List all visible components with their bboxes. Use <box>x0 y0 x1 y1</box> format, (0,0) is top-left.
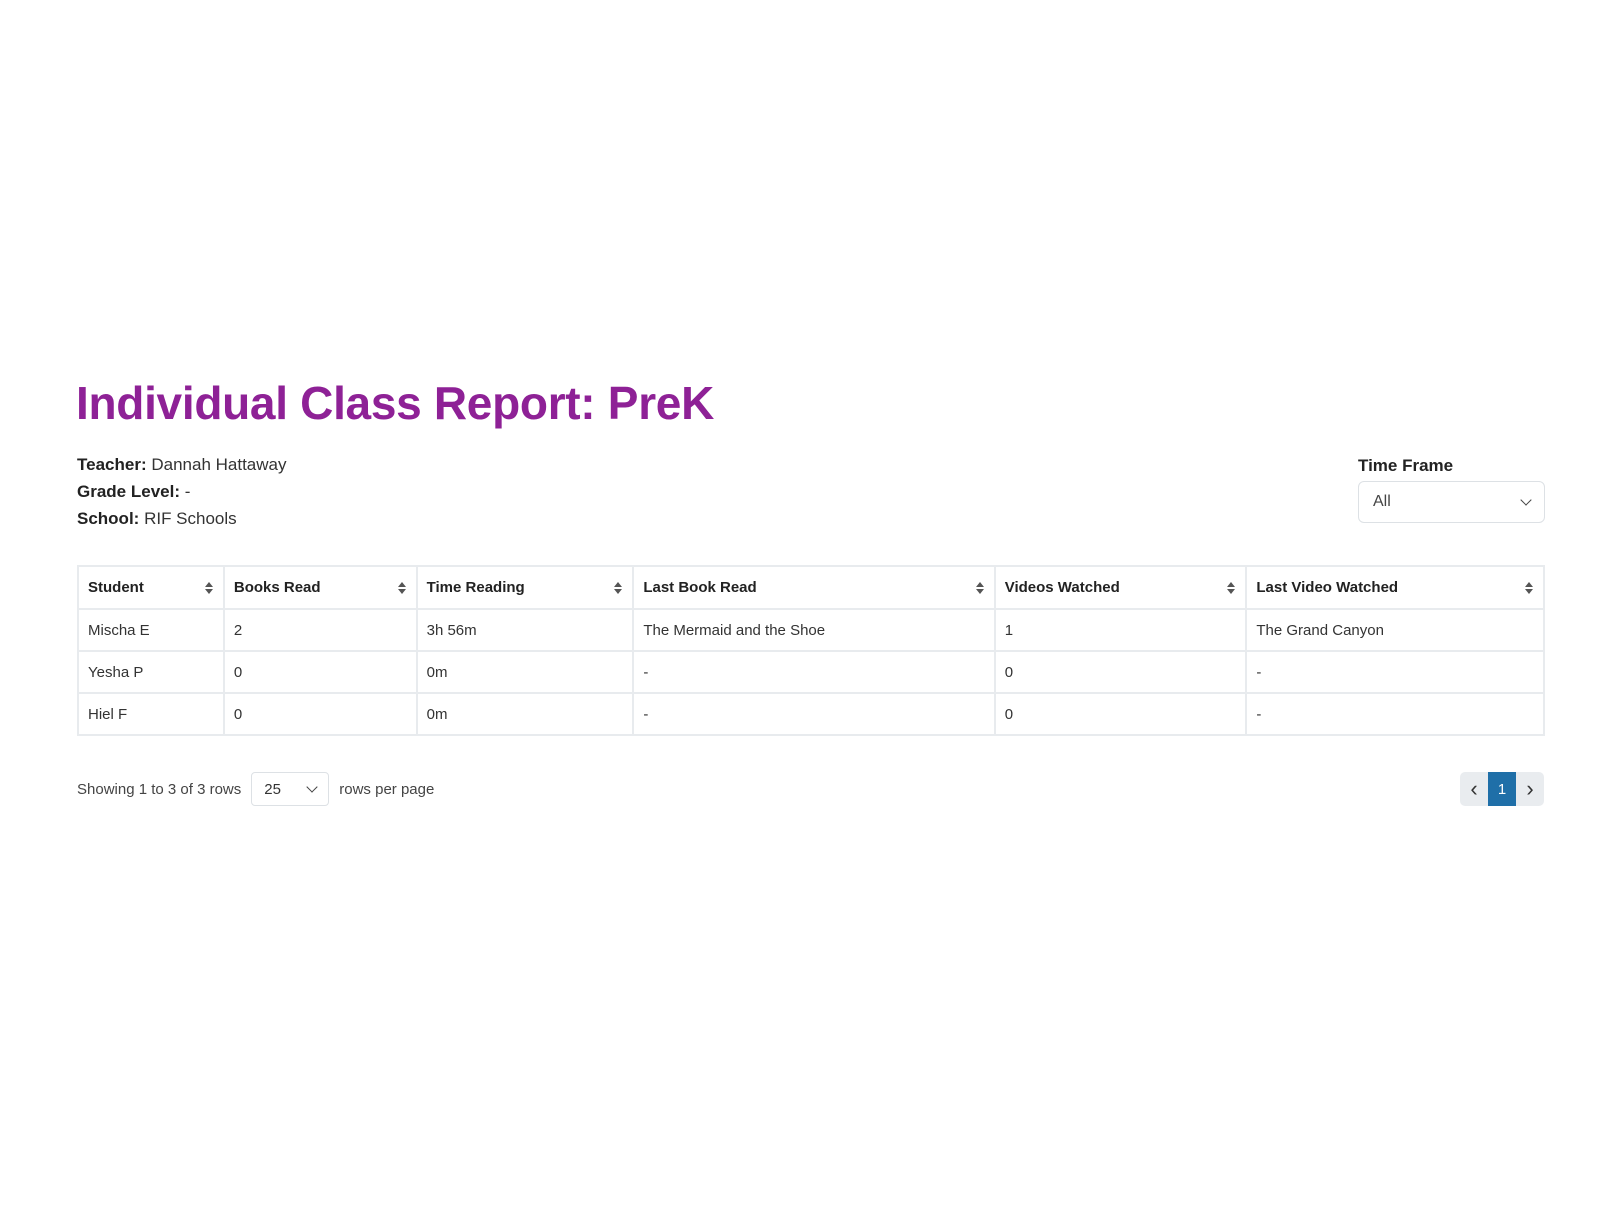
sort-icon[interactable] <box>204 581 214 594</box>
page-size-select[interactable]: 25 <box>251 772 330 806</box>
next-page-button[interactable]: › <box>1526 776 1534 801</box>
column-header[interactable]: Time Reading <box>415 565 635 610</box>
sort-up-icon <box>1227 581 1236 587</box>
sort-up-icon <box>204 581 213 587</box>
table-footer: Showing 1 to 3 of 3 rows 25 rows per pag… <box>77 772 434 806</box>
chevron-down-icon <box>1520 494 1532 506</box>
table-row: Mischa E 2 3h 56m The Mermaid and the Shoe 1… <box>77 608 1545 652</box>
table-cell: - <box>632 650 996 694</box>
table-cell: 2 <box>222 608 418 652</box>
table-cell: - <box>1245 650 1545 694</box>
grade-level: - <box>184 482 191 501</box>
table-cell: 0m <box>415 692 635 736</box>
showing-rows-text: Showing 1 to 3 of 3 rows <box>77 780 242 798</box>
report-table: Student Books Read Time Reading Last Book R… <box>77 565 1545 736</box>
table-cell: 0m <box>415 650 635 694</box>
table-cell: 0 <box>993 650 1248 694</box>
sort-up-icon <box>975 581 984 587</box>
sort-icon[interactable] <box>1524 581 1534 594</box>
column-header[interactable]: Last Video Watched <box>1245 565 1545 610</box>
sort-icon[interactable] <box>613 581 623 594</box>
column-header[interactable]: Student <box>77 565 225 610</box>
teacher-line: Teacher: Dannah Hattaway <box>77 455 287 474</box>
table-cell: 0 <box>993 692 1248 736</box>
sort-down-icon <box>397 588 406 594</box>
rows-per-page-label: rows per page <box>339 780 435 798</box>
sort-down-icon <box>204 588 213 594</box>
sort-down-icon <box>1227 588 1236 594</box>
sort-icon[interactable] <box>397 581 407 594</box>
table-cell: 0 <box>222 692 418 736</box>
page-title: Individual Class Report: PreK <box>76 377 714 429</box>
teacher-name: Dannah Hattaway <box>151 455 287 474</box>
column-header[interactable]: Books Read <box>222 565 418 610</box>
table-row: Hiel F 0 0m -0- <box>77 692 1545 736</box>
sort-up-icon <box>614 581 623 587</box>
sort-up-icon <box>397 581 406 587</box>
school-line: School: RIF Schools <box>77 509 237 528</box>
sort-up-icon <box>1525 581 1533 587</box>
column-header[interactable]: Videos Watched <box>993 565 1248 610</box>
class-info: Teacher: Dannah Hattaway Grade Level: - … <box>77 451 286 532</box>
chevron-down-icon <box>306 781 318 793</box>
table-cell: - <box>632 692 996 736</box>
sort-down-icon <box>614 588 623 594</box>
sort-icon[interactable] <box>1226 581 1236 594</box>
prev-page-button[interactable]: ‹ <box>1470 776 1478 801</box>
grade-line: Grade Level: - <box>77 482 191 501</box>
time-frame-label: Time Frame <box>1358 456 1454 475</box>
sort-down-icon <box>975 588 984 594</box>
table-cell: Yesha P <box>77 650 225 694</box>
table-cell: The Mermaid and the Shoe <box>632 608 996 652</box>
column-header[interactable]: Last Book Read <box>632 565 996 610</box>
page-1-button[interactable]: 1 <box>1488 772 1516 806</box>
table-cell: 1 <box>993 608 1248 652</box>
time-frame-select[interactable]: All <box>1358 481 1545 523</box>
table-cell: Mischa E <box>77 608 225 652</box>
sort-down-icon <box>1525 588 1533 594</box>
table-cell: Hiel F <box>77 692 225 736</box>
pagination: ‹ 1 › <box>1460 772 1544 806</box>
table-cell: 0 <box>222 650 418 694</box>
sort-icon[interactable] <box>975 581 985 594</box>
table-row: Yesha P 0 0m -0- <box>77 650 1545 694</box>
table-cell: The Grand Canyon <box>1245 608 1545 652</box>
table-cell: - <box>1245 692 1545 736</box>
school-name: RIF Schools <box>144 509 237 528</box>
table-cell: 3h 56m <box>415 608 635 652</box>
